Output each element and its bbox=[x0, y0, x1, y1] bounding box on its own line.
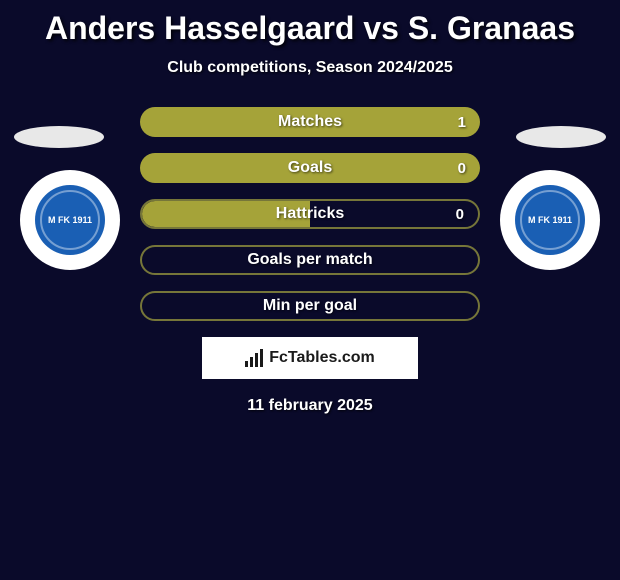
stat-row-goals-per-match: Goals per match bbox=[140, 245, 480, 275]
subtitle: Club competitions, Season 2024/2025 bbox=[0, 59, 620, 77]
club-logo-left-inner: M FK 1911 bbox=[35, 185, 105, 255]
stat-row-goals: Goals 0 bbox=[140, 153, 480, 183]
stat-label: Hattricks bbox=[276, 205, 344, 223]
stat-row-min-per-goal: Min per goal bbox=[140, 291, 480, 321]
page-title: Anders Hasselgaard vs S. Granaas bbox=[0, 10, 620, 47]
club-logo-right-inner: M FK 1911 bbox=[515, 185, 585, 255]
stat-label: Goals bbox=[288, 159, 332, 177]
date-text: 11 february 2025 bbox=[0, 397, 620, 415]
club-logo-left: M FK 1911 bbox=[20, 170, 120, 270]
stat-value: 1 bbox=[458, 114, 466, 131]
stat-row-hattricks: Hattricks 0 bbox=[140, 199, 480, 229]
player-silhouette-left bbox=[14, 126, 104, 148]
stat-row-matches: Matches 1 bbox=[140, 107, 480, 137]
stat-value: 0 bbox=[458, 160, 466, 177]
stat-value: 0 bbox=[456, 206, 464, 223]
player-silhouette-right bbox=[516, 126, 606, 148]
watermark: FcTables.com bbox=[202, 337, 418, 379]
stats-list: Matches 1 Goals 0 Hattricks 0 Goals per … bbox=[140, 107, 480, 321]
stat-label: Goals per match bbox=[247, 251, 372, 269]
watermark-text: FcTables.com bbox=[269, 349, 375, 367]
stat-label: Min per goal bbox=[263, 297, 357, 315]
stat-label: Matches bbox=[278, 113, 342, 131]
chart-icon bbox=[245, 349, 263, 367]
club-logo-right: M FK 1911 bbox=[500, 170, 600, 270]
